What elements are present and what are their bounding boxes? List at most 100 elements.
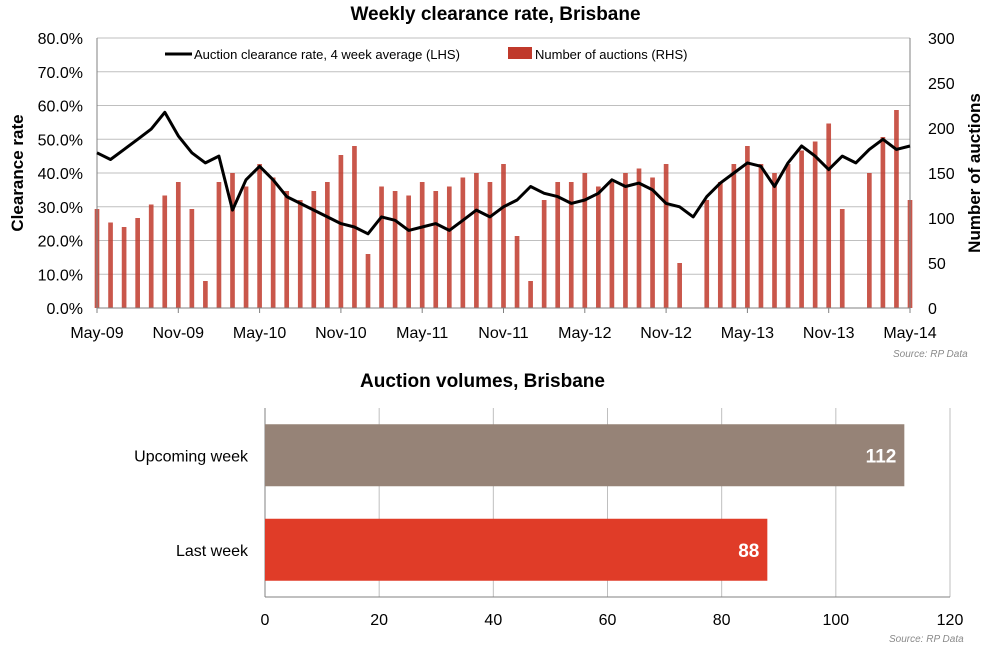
x-tick-label: 20: [370, 612, 388, 629]
auction-bar: [419, 182, 425, 308]
y-tick-label: 40.0%: [38, 166, 83, 183]
bar-value-label: 112: [866, 446, 897, 467]
x-tick-label: 100: [822, 612, 849, 629]
auction-bar: [230, 173, 235, 308]
auction-bar: [338, 155, 344, 308]
auction-bar: [812, 141, 818, 308]
legend-bar-label: Number of auctions (RHS): [535, 47, 687, 62]
auction-bar: [528, 281, 533, 308]
auction-bar: [175, 182, 181, 308]
clearance-rate-chart: 0.0% 10.0% 20.0% 30.0% 40.0% 50.0% 60.0% 70.0% 8…: [8, 31, 984, 342]
auction-bar: [474, 173, 479, 308]
y-tick-label: 30.0%: [38, 200, 83, 217]
auction-bar: [745, 146, 750, 308]
y2-tick-label: 150: [928, 166, 955, 183]
auction-bar: [880, 137, 886, 308]
auction-bar: [297, 200, 303, 308]
auction-bar: [826, 123, 832, 308]
y2-tick-label: 200: [928, 121, 955, 138]
auction-bar: [541, 200, 547, 308]
auction-bar: [203, 281, 208, 308]
x-tick-label: 40: [484, 612, 502, 629]
y-tick-label: 70.0%: [38, 65, 83, 82]
legend-bar-swatch: [508, 47, 532, 59]
x-tick-label: 80: [713, 612, 731, 629]
y-tick-label: 60.0%: [38, 99, 83, 116]
auction-bar: [839, 209, 845, 308]
category-label: Last week: [176, 543, 249, 560]
auction-bar: [568, 182, 574, 308]
auction-bar: [325, 182, 330, 308]
category-label: Upcoming week: [134, 448, 249, 465]
auction-bar: [582, 173, 588, 308]
bar: [265, 424, 905, 487]
auction-bar: [487, 182, 493, 308]
auction-bar: [284, 191, 290, 308]
auction-bar: [148, 204, 154, 308]
auction-bar: [406, 195, 411, 308]
x-tick-label: Nov-09: [153, 325, 205, 342]
y-tick-label: 0.0%: [47, 301, 83, 318]
legend-line-label: Auction clearance rate, 4 week average (…: [194, 47, 460, 62]
auction-bar: [162, 195, 168, 308]
y2-tick-label: 300: [928, 31, 955, 48]
auction-bar: [460, 177, 466, 308]
x-tick-label: May-09: [70, 325, 123, 342]
x-tick-label: Nov-10: [315, 325, 367, 342]
auction-bar: [894, 110, 899, 308]
auction-bar: [704, 200, 710, 308]
x-tick-label: May-13: [721, 325, 774, 342]
auction-bar: [717, 182, 723, 308]
x-tick-label: 0: [261, 612, 270, 629]
auction-bar: [555, 182, 561, 308]
x-tick-label: 60: [599, 612, 617, 629]
auction-bar: [392, 191, 398, 308]
bar: [265, 518, 768, 581]
auction-bar: [243, 186, 249, 308]
y2-tick-label: 250: [928, 76, 955, 93]
y2-axis-title: Number of auctions: [965, 93, 984, 253]
auction-bar: [799, 150, 804, 308]
y-tick-label: 20.0%: [38, 234, 83, 251]
x-tick-label: May-14: [883, 325, 936, 342]
auction-bar: [216, 182, 222, 308]
y2-tick-label: 50: [928, 256, 946, 273]
auction-bar: [365, 254, 371, 308]
y2-tick-label: 0: [928, 301, 937, 318]
auction-bar: [108, 222, 113, 308]
auction-bar: [596, 186, 601, 308]
auction-bar: [311, 191, 317, 308]
chart1-title: Weekly clearance rate, Brisbane: [350, 4, 641, 25]
clearance-rate-line: [96, 110, 911, 236]
auction-bar: [270, 177, 276, 308]
auction-bar: [446, 186, 452, 308]
x-tick-label: Nov-13: [803, 325, 855, 342]
x-tick-label: May-10: [233, 325, 286, 342]
chart1-source: Source: RP Data: [893, 349, 968, 360]
auction-bar: [785, 164, 791, 308]
auction-bar: [257, 164, 262, 308]
x-tick-label: May-12: [558, 325, 611, 342]
auction-bar: [636, 168, 642, 308]
bar-value-label: 88: [738, 541, 759, 562]
auction-bar: [433, 191, 439, 308]
y-tick-label: 80.0%: [38, 31, 83, 48]
x-tick-label: May-11: [396, 325, 448, 342]
auction-bar: [663, 164, 669, 308]
auction-bar: [677, 263, 682, 308]
auction-bar: [623, 173, 628, 308]
auction-bar: [758, 164, 764, 308]
auction-bar: [867, 173, 872, 308]
auction-bar: [514, 236, 520, 308]
y-tick-label: 10.0%: [38, 267, 83, 284]
auction-bar: [772, 173, 777, 308]
x-tick-label: Nov-12: [640, 325, 692, 342]
y2-tick-label: 100: [928, 211, 955, 228]
chart2-source: Source: RP Data: [889, 634, 964, 645]
auction-bar: [121, 227, 127, 308]
auction-bar: [650, 177, 655, 308]
x-tick-label: 120: [937, 612, 964, 629]
auction-bar: [189, 209, 195, 308]
chart2-title: Auction volumes, Brisbane: [360, 371, 605, 392]
auction-bar: [379, 186, 384, 308]
